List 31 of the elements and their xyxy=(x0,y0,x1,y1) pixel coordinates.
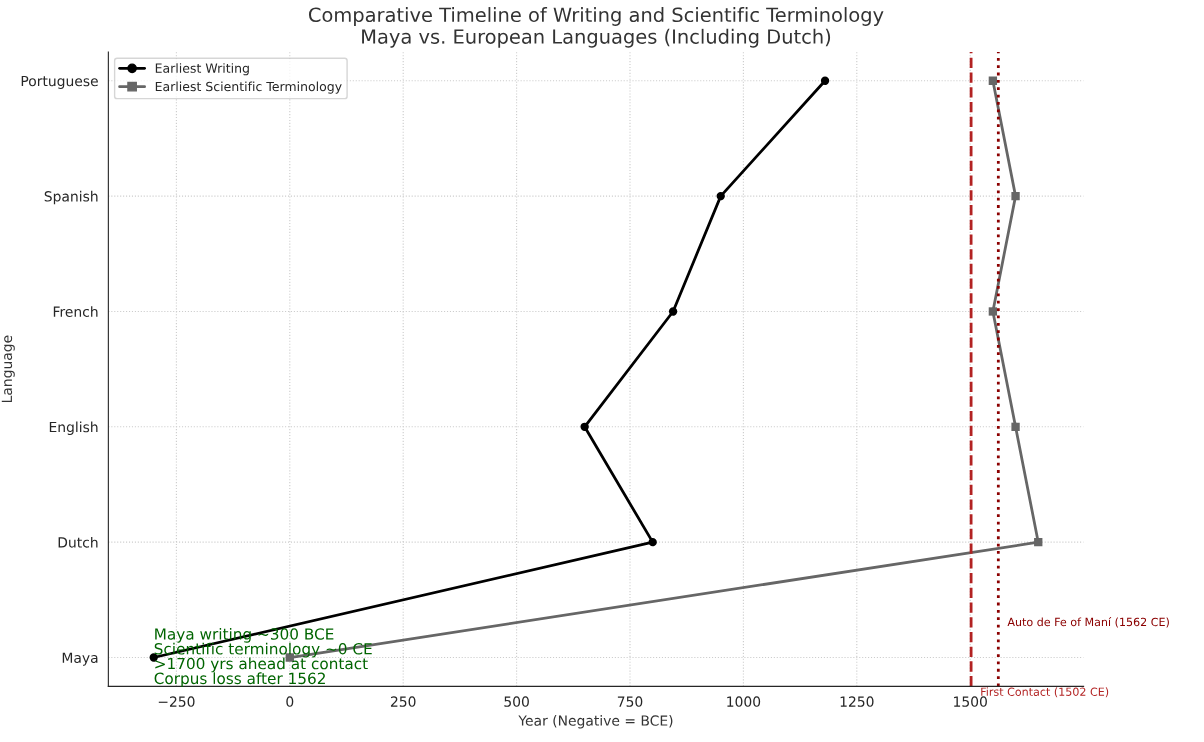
point xyxy=(668,307,678,316)
x-tick-label: 250 xyxy=(390,696,416,707)
point xyxy=(716,191,725,201)
legend-label: Earliest Scientific Terminology xyxy=(155,81,342,94)
x-tick-label: −250 xyxy=(158,696,195,707)
y-axis-title: Language xyxy=(1,335,15,403)
chart-subtitle: Maya vs. European Languages (Including Dutch) xyxy=(362,28,831,48)
x-tick-label: 750 xyxy=(617,696,643,707)
x-tick-label: 1000 xyxy=(727,696,761,707)
y-tick-label: Portuguese xyxy=(21,75,98,89)
chart-title: Comparative Timeline of Writing and Scientific Terminology xyxy=(308,7,884,26)
y-tick-label: English xyxy=(49,421,98,435)
legend-label: Earliest Writing xyxy=(155,63,249,76)
point xyxy=(1034,538,1043,547)
point xyxy=(988,76,998,85)
point xyxy=(820,76,830,85)
point xyxy=(1011,422,1020,431)
x-tick-label: 0 xyxy=(286,696,294,707)
x-axis-title: Year (Negative = BCE) xyxy=(518,715,673,729)
y-tick-label: Spanish xyxy=(44,190,98,205)
point xyxy=(988,307,998,316)
point xyxy=(1011,191,1020,201)
ref-line-label: Auto de Fe of Maní (1562 CE) xyxy=(1007,617,1169,628)
x-tick-label: 500 xyxy=(504,696,529,707)
point xyxy=(648,538,657,547)
y-tick-label: Dutch xyxy=(58,536,98,548)
point xyxy=(580,422,589,431)
y-tick-label: Maya xyxy=(62,652,98,666)
x-tick-label: 1250 xyxy=(840,696,874,707)
y-tick-label: French xyxy=(53,306,98,317)
x-tick-label: 1500 xyxy=(954,696,987,707)
